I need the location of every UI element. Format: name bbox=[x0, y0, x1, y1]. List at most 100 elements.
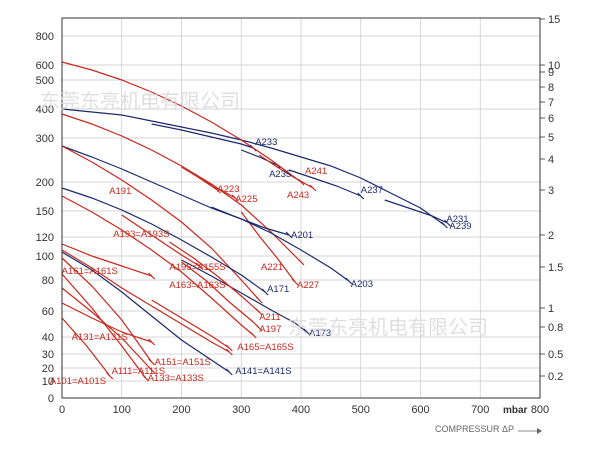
series-label-a233: A233 bbox=[255, 137, 277, 148]
right-tick-8: 8 bbox=[548, 82, 554, 94]
series-end-mark-a243 bbox=[309, 184, 317, 192]
series-label-a221: A221 bbox=[261, 262, 283, 273]
series-line-a225 bbox=[199, 177, 236, 199]
right-tick-0.8: 0.8 bbox=[548, 322, 563, 334]
series-label-a141-a141s: A141=A141S bbox=[235, 366, 291, 377]
series-label-a173: A173 bbox=[309, 328, 331, 339]
series-end-mark-a161-a161s bbox=[148, 272, 156, 280]
series-label-a101-a101s: A101=A101S bbox=[50, 376, 106, 387]
series-end-mark-a223 bbox=[213, 186, 221, 194]
series-line-a165-a165s bbox=[151, 299, 230, 349]
left-tick-100: 100 bbox=[36, 251, 54, 263]
series-label-a171: A171 bbox=[267, 284, 289, 295]
series-line-a241 bbox=[61, 61, 302, 183]
series-label-a201: A201 bbox=[291, 230, 313, 241]
series-line-a239 bbox=[384, 199, 448, 224]
right-tick-0.5: 0.5 bbox=[548, 349, 563, 361]
right-tick-5: 5 bbox=[548, 132, 554, 144]
series-end-mark-a227 bbox=[291, 278, 299, 286]
series-end-mark-a195-a155s bbox=[196, 262, 203, 270]
series-end-mark-a171 bbox=[261, 288, 269, 296]
plot-frame bbox=[61, 17, 541, 399]
series-line-a237 bbox=[288, 169, 362, 197]
series-end-mark-a231 bbox=[440, 221, 448, 229]
left-tick-80: 80 bbox=[42, 275, 54, 287]
series-line-a133-a133s bbox=[61, 273, 147, 379]
x-tick-600: 600 bbox=[411, 404, 429, 416]
x-axis-label: COMPRESSUR ΔP bbox=[435, 424, 514, 434]
series-label-a225: A225 bbox=[235, 194, 257, 205]
right-tick-10: 10 bbox=[548, 60, 560, 72]
curve-labels: A231 A233 A235 A237 A239 A241 A243 A221 A223A225… bbox=[50, 137, 472, 387]
series-line-a191 bbox=[61, 145, 260, 301]
series-line-a173 bbox=[181, 259, 308, 333]
series-end-mark-a225 bbox=[231, 194, 239, 202]
series-line-a195-a155s bbox=[121, 214, 200, 267]
series-label-a243: A243 bbox=[287, 190, 309, 201]
series-label-a203: A203 bbox=[351, 279, 373, 290]
left-tick-10: 10 bbox=[42, 376, 54, 388]
right-tick-0.2: 0.2 bbox=[548, 371, 563, 383]
right-tick-6: 6 bbox=[548, 113, 554, 125]
series-label-a193-a193s: A193=A193S bbox=[113, 229, 169, 240]
series-line-a193-a193s bbox=[61, 195, 254, 336]
series-end-mark-a163-a163s bbox=[225, 348, 233, 356]
series-end-mark-a197 bbox=[255, 324, 263, 332]
series-end-mark-a141-a141s bbox=[225, 368, 233, 376]
right-tick-4: 4 bbox=[548, 154, 554, 166]
watermark-bottom: 东莞东亮机电有限公司 bbox=[288, 315, 488, 339]
series-end-mark-a165-a165s bbox=[225, 344, 233, 352]
x-unit-label: mbar bbox=[503, 405, 528, 416]
right-tick-2: 2 bbox=[548, 230, 554, 242]
series-line-a161-a161s bbox=[61, 243, 152, 277]
series-label-a163-a163s: A163=A163S bbox=[169, 280, 225, 291]
series-line-a203 bbox=[211, 206, 350, 282]
x-tick-100: 100 bbox=[113, 404, 131, 416]
series-label-a227: A227 bbox=[297, 280, 319, 291]
series-label-a197: A197 bbox=[259, 324, 281, 335]
series-line-a243 bbox=[258, 154, 314, 189]
series-label-a241: A241 bbox=[305, 166, 327, 177]
series-end-mark-a239 bbox=[443, 219, 451, 227]
axes: 0 100 200 300 400 500 600 700 800800600500400300… bbox=[36, 14, 564, 416]
series-end-mark-a221 bbox=[297, 258, 305, 266]
x-axis-arrowhead bbox=[537, 428, 542, 434]
series-line-a171 bbox=[61, 187, 266, 293]
series-end-mark-a203 bbox=[345, 277, 353, 285]
left-tick-60: 60 bbox=[42, 306, 54, 318]
curves bbox=[61, 61, 451, 382]
left-tick-200: 200 bbox=[36, 177, 54, 189]
x-tick-300: 300 bbox=[232, 404, 250, 416]
series-label-a131-a131s: A131=A131S bbox=[72, 332, 128, 343]
x-tick-0: 0 bbox=[59, 404, 65, 416]
series-line-a211 bbox=[169, 241, 260, 313]
x-tick-700: 700 bbox=[471, 404, 489, 416]
series-end-mark-a111-a111s bbox=[148, 366, 156, 374]
series-line-a201 bbox=[61, 145, 290, 236]
watermark-top: 东莞东亮机电有限公司 bbox=[40, 89, 240, 113]
series-end-mark-a211 bbox=[255, 308, 263, 316]
series-end-mark-a201 bbox=[285, 231, 293, 239]
series-end-mark-a191 bbox=[255, 296, 263, 304]
left-tick-20: 20 bbox=[42, 363, 54, 375]
series-label-a151-a151s: A151=A151S bbox=[155, 357, 211, 368]
left-tick-800: 800 bbox=[36, 31, 54, 43]
x-tick-500: 500 bbox=[352, 404, 370, 416]
series-line-a111-a111s bbox=[61, 287, 153, 371]
series-end-mark-a101-a101s bbox=[106, 372, 114, 380]
right-tick-1.5: 1.5 bbox=[548, 262, 563, 274]
right-tick-9: 9 bbox=[548, 67, 554, 79]
left-tick-400: 400 bbox=[36, 104, 54, 116]
series-label-a191: A191 bbox=[109, 186, 131, 197]
x-tick-400: 400 bbox=[292, 404, 310, 416]
series-line-a233 bbox=[151, 123, 254, 149]
right-tick-1: 1 bbox=[548, 303, 554, 315]
series-label-a133-a133s: A133=A133S bbox=[148, 373, 204, 384]
series-line-a227 bbox=[240, 211, 296, 283]
series-line-a151-a151s bbox=[61, 257, 153, 363]
left-tick-150: 150 bbox=[36, 206, 54, 218]
series-end-mark-a173 bbox=[303, 328, 311, 336]
series-label-a161-a161s: A161=A161S bbox=[62, 266, 118, 277]
series-end-mark-a237 bbox=[357, 192, 365, 200]
x-tick-800: 800 bbox=[531, 404, 549, 416]
